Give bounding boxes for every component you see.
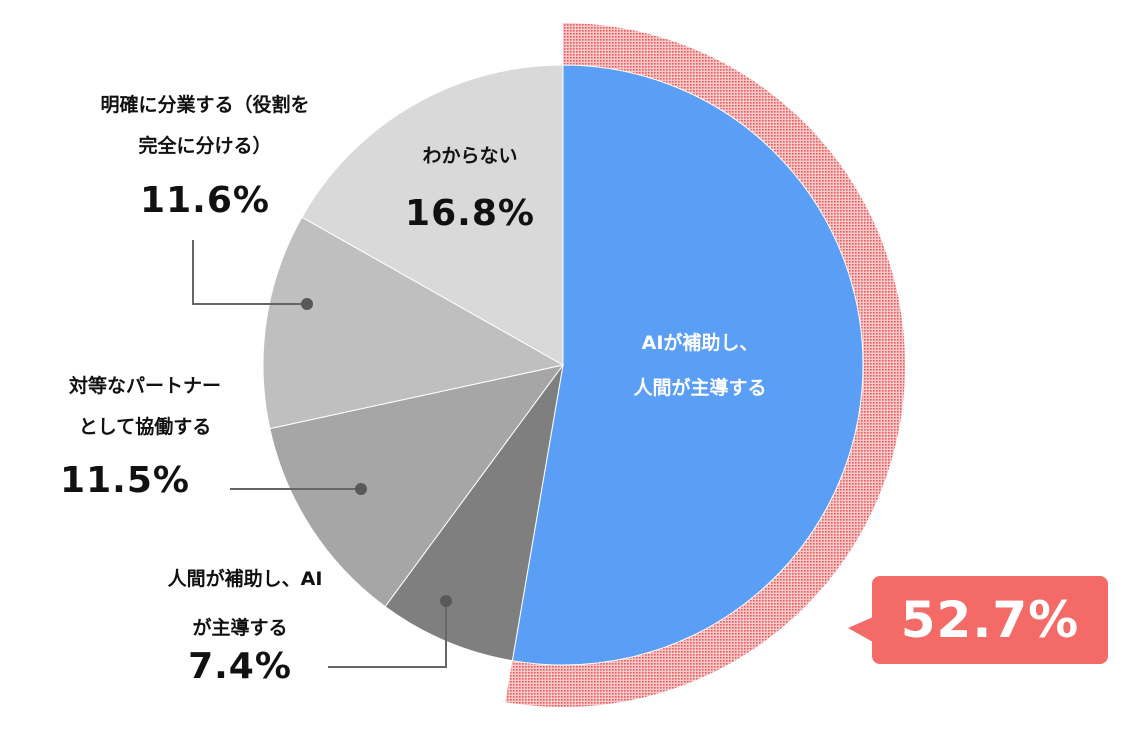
- slice-division: [262, 216, 565, 430]
- slice-unknown: [301, 64, 564, 366]
- slice-label-ai-assist-line1: AIが補助し、: [641, 332, 759, 354]
- leader-division-line: [192, 240, 307, 305]
- slice-label-partner-line2: として協働する: [78, 416, 212, 438]
- leader-human-assist-dot: [440, 595, 452, 607]
- highlight-callout-value: 52.7%: [900, 591, 1080, 649]
- slice-value-human-assist: 7.4%: [188, 646, 292, 687]
- slice-label-division-line2: 完全に分ける）: [138, 135, 272, 157]
- leader-division-dot: [301, 298, 313, 310]
- slice-label-human-assist-line1: 人間が補助し、AI: [167, 568, 323, 590]
- slice-label-ai-assist-line2: 人間が主導する: [633, 377, 767, 399]
- slice-label-unknown: わからない: [422, 145, 518, 167]
- slice-value-division: 11.6%: [140, 180, 270, 221]
- slice-label-division-line1: 明確に分業する（役割を: [100, 94, 310, 116]
- slice-label-partner-line1: 対等なパートナー: [68, 375, 221, 397]
- slice-label-human-assist-line2: が主導する: [192, 617, 288, 639]
- slice-value-unknown: 16.8%: [405, 193, 535, 234]
- highlight-callout: 52.7%: [872, 576, 1108, 664]
- leader-human-assist-line: [328, 601, 447, 668]
- leader-partner-dot: [355, 483, 367, 495]
- slice-partner: [269, 364, 565, 608]
- slice-ai-assist: [511, 64, 864, 666]
- slice-value-partner: 11.5%: [60, 460, 190, 501]
